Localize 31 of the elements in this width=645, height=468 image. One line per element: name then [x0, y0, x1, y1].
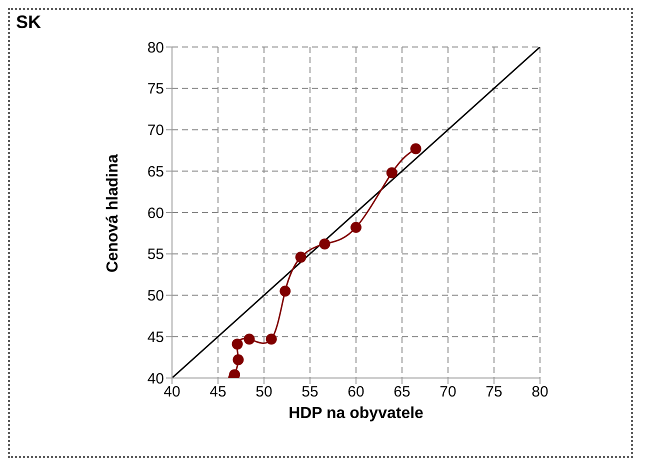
point	[350, 222, 362, 233]
point	[295, 252, 306, 263]
x-tick-label: 80	[532, 384, 548, 401]
y-tick-label: 70	[147, 122, 164, 140]
y-tick-label: 65	[147, 163, 164, 180]
y-tick-label: 50	[147, 288, 164, 305]
x-tick-label: 55	[302, 384, 318, 401]
x-tick-label: 50	[256, 384, 272, 401]
point	[410, 143, 422, 154]
y-tick-label: 45	[147, 328, 164, 346]
x-tick-label: 45	[210, 384, 226, 401]
y-tick-label: 40	[147, 370, 164, 388]
y-tick-label: 55	[147, 246, 164, 264]
y-axis-title: Cenová hladina	[104, 154, 122, 272]
point	[232, 338, 243, 350]
x-tick-label: 75	[486, 384, 502, 401]
x-tick-label: 70	[440, 384, 456, 401]
point	[266, 334, 277, 345]
y-tick-label: 60	[147, 204, 164, 222]
x-axis-title: HDP na obyvatele	[288, 405, 424, 422]
x-tick-label: 40	[164, 384, 180, 401]
x-tick-label: 60	[348, 384, 364, 401]
y-tick-label: 80	[147, 39, 164, 56]
point	[319, 238, 330, 250]
point	[280, 286, 291, 297]
y-tick-label: 75	[147, 80, 164, 98]
point	[232, 354, 244, 366]
x-tick-label: 65	[394, 384, 410, 401]
chart-title: SK	[16, 12, 42, 33]
point	[244, 334, 255, 345]
point	[386, 167, 398, 178]
